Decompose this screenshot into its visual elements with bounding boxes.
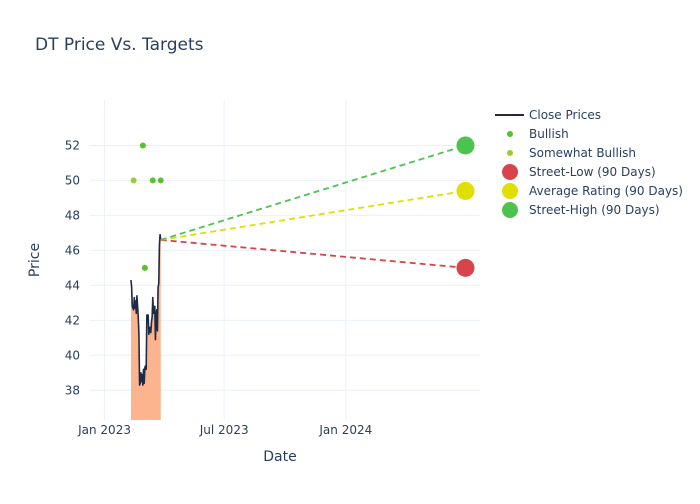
y-tick-label: 46 (65, 243, 80, 257)
y-tick-label: 52 (65, 138, 80, 152)
close-price-area (130, 234, 161, 420)
street-low-target-line (160, 238, 466, 269)
chart-title: DT Price Vs. Targets (35, 35, 204, 55)
street-high-target-line (160, 144, 466, 241)
y-tick-label: 38 (65, 383, 80, 397)
average-target-marker (456, 181, 475, 200)
y-axis-title: Price (27, 243, 43, 277)
plot-area (130, 136, 475, 420)
street-high-target-marker (456, 136, 475, 155)
legend-label: Street-Low (90 Days) (529, 165, 656, 179)
legend-swatch-bullish (507, 131, 513, 137)
y-tick-label: 40 (65, 348, 80, 362)
close-price-line (130, 233, 162, 386)
legend-label: Bullish (529, 127, 569, 141)
somewhat-bullish-rating-point (130, 177, 137, 184)
y-tick-label: 42 (65, 313, 80, 327)
bullish-rating-point (141, 264, 148, 271)
y-tick-label: 44 (65, 278, 80, 292)
x-tick-label: Jan 2024 (318, 423, 372, 437)
y-tick-label: 48 (65, 208, 80, 222)
bullish-rating-point (157, 177, 164, 184)
legend-swatch-street-high (502, 202, 518, 218)
legend-label: Somewhat Bullish (529, 146, 636, 160)
legend-label: Close Prices (529, 108, 601, 122)
x-tick-label: Jul 2023 (199, 423, 249, 437)
bullish-rating-point (149, 177, 156, 184)
legend-swatch-street-low (502, 164, 518, 180)
x-tick-label: Jan 2023 (77, 423, 131, 437)
legend-label: Average Rating (90 Days) (529, 184, 683, 198)
legend-label: Street-High (90 Days) (529, 203, 660, 217)
x-axis-title: Date (263, 449, 296, 465)
axes: DT Price Vs. Targets Date Price 38 40 42 44… (27, 35, 372, 465)
street-low-target-marker (456, 258, 475, 277)
bullish-rating-point (139, 142, 146, 149)
y-tick-label: 50 (65, 173, 80, 187)
legend-swatch-somewhat-bullish (507, 150, 513, 156)
average-target-line (160, 190, 466, 241)
legend-swatch-average (502, 183, 518, 199)
legend: Close Prices Bullish Somewhat Bullish Stree… (495, 108, 683, 218)
